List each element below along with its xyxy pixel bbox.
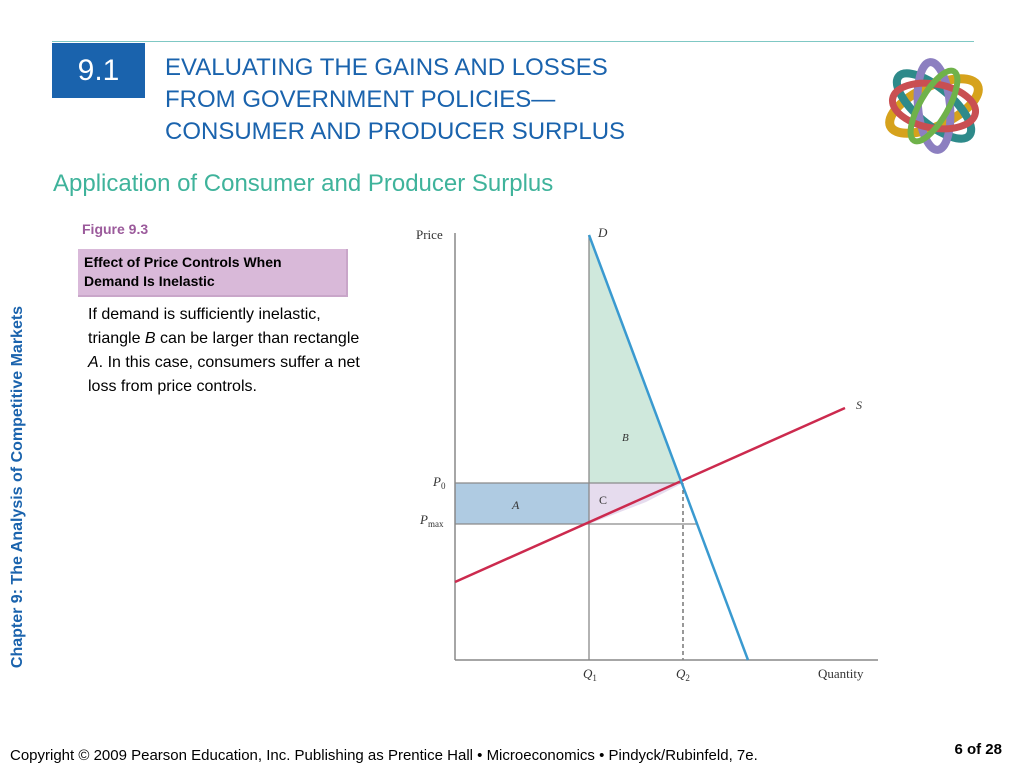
explanation-part-1: If demand is sufficiently inelastic, tri… [88, 306, 321, 347]
q2-label: Q2 [676, 666, 690, 683]
explanation-b: B [144, 330, 156, 347]
demand-label: D [597, 225, 608, 240]
figure-label: Figure 9.3 [82, 221, 149, 237]
slide-title-line-1: EVALUATING THE GAINS AND LOSSES [165, 54, 608, 81]
area-c-region [589, 483, 683, 524]
explanation-part-2: can be larger than rectangle [155, 330, 360, 347]
pmax-label: Pmax [419, 512, 444, 529]
price-control-diagram: Price Quantity D S P0 Pmax Q1 Q2 A B C [416, 225, 878, 683]
supply-label: S [856, 398, 862, 412]
chapter-sidebar-label: Chapter 9: The Analysis of Competitive M… [9, 305, 26, 669]
area-c-label: C [599, 493, 607, 507]
area-b-label: B [622, 432, 629, 444]
rings-logo [885, 58, 983, 154]
slide-title-line-2: FROM GOVERNMENT POLICIES— [165, 86, 556, 113]
explanation-part-3: . In this case, consumers suffer a net l… [88, 354, 360, 395]
q1-label: Q1 [583, 666, 597, 683]
y-axis-label: Price [416, 227, 443, 242]
figure-caption: Effect of Price Controls When Demand Is … [78, 249, 348, 297]
explanation-text: If demand is sufficiently inelastic, tri… [88, 303, 360, 399]
supply-curve [454, 406, 846, 584]
copyright-footer: Copyright © 2009 Pearson Education, Inc.… [10, 747, 758, 764]
page-number: 6 of 28 [954, 741, 1002, 758]
x-axis-label: Quantity [818, 666, 864, 681]
slide-title-line-3: CONSUMER AND PRODUCER SURPLUS [165, 118, 626, 145]
area-a-label: A [511, 498, 520, 512]
slide-title: EVALUATING THE GAINS AND LOSSES FROM GOV… [165, 52, 765, 148]
p0-label: P0 [432, 474, 446, 491]
area-a-region [455, 483, 589, 524]
demand-curve [587, 234, 750, 661]
section-number-badge: 9.1 [52, 43, 145, 98]
section-number: 9.1 [77, 53, 120, 87]
slide-subtitle: Application of Consumer and Producer Sur… [53, 170, 554, 197]
explanation-a: A [88, 354, 99, 371]
top-divider [52, 41, 974, 42]
